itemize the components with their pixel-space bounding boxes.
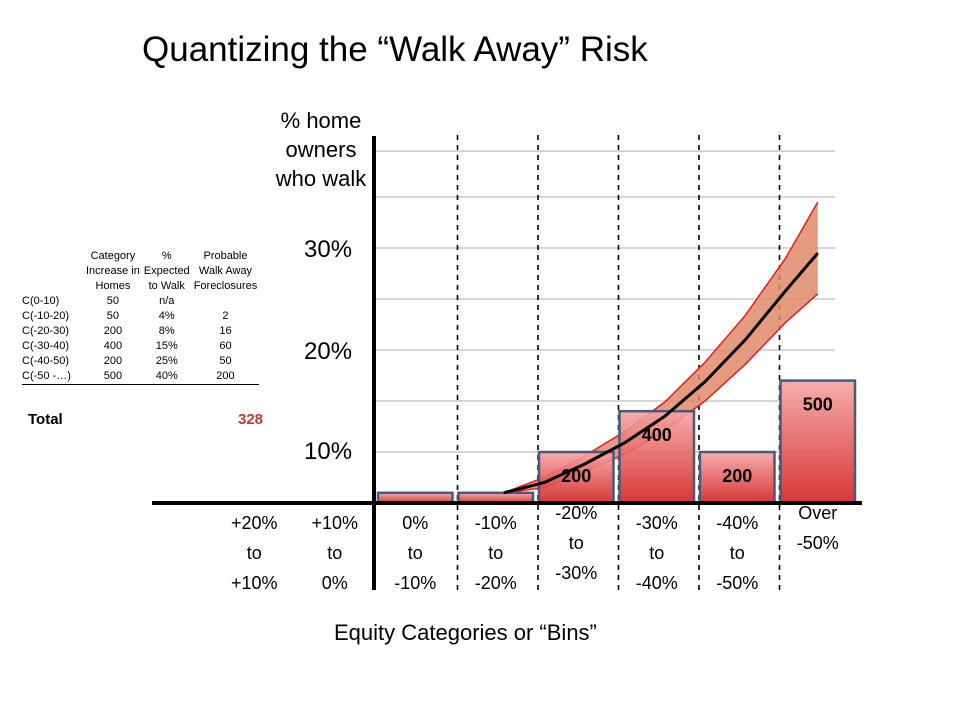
trend-curve [503, 252, 819, 495]
x-tick-label: +10% to 0% [290, 508, 380, 598]
x-tick-label: -40% to -50% [692, 508, 782, 598]
table-row: C(-50 -…) 500 40% 200 [22, 369, 260, 385]
x-tick-label-line: -20% [555, 503, 598, 523]
y-axis-label: % home owners who walk [262, 106, 380, 193]
x-tick-label: -10% to -20% [451, 508, 541, 598]
x-axis-label: Equity Categories or “Bins” [334, 620, 597, 645]
table-cell: n/a [159, 295, 175, 307]
x-tick-label-line: -10% [394, 573, 437, 593]
bar [779, 379, 857, 505]
x-tick-label-line: to [729, 543, 745, 563]
table-row: C(-20-30) 200 8% 16 [22, 324, 259, 339]
x-tick-label-line: to [246, 543, 262, 563]
y-tick-label: 30% [304, 236, 353, 263]
table-cell: C(-30-40) [22, 340, 70, 352]
table-cell [192, 294, 260, 309]
table-cell: C(-20-30) [22, 325, 70, 337]
x-tick-label-line: 0% [402, 513, 429, 533]
x-tick-label-line: -40% [716, 513, 759, 533]
x-tick-label-line: Over [798, 503, 838, 523]
table-row: C(-30-40) 400 15% 60 [22, 339, 259, 354]
confidence-band-area [503, 202, 818, 493]
table-row: C(0-10) 50 n/a [22, 294, 259, 309]
x-tick-label-line: -50% [796, 533, 839, 553]
bar-label: 400 [642, 425, 672, 445]
x-tick-label: -20% to -30% [531, 498, 621, 588]
table-header [22, 249, 84, 294]
table-row: C(-10-20) 50 4% 2 [22, 309, 259, 324]
x-tick-label: +20% to +10% [209, 508, 299, 598]
total-label: Total [28, 411, 63, 428]
table-row: C(-40-50) 200 25% 50 [22, 354, 259, 369]
table-cell: 200 [191, 369, 260, 385]
x-tick-label-line: -20% [474, 573, 517, 593]
table-cell: C(-50 -…) [22, 369, 84, 385]
table-cell: 50 [106, 310, 120, 322]
table-cell: 400 [103, 340, 123, 352]
x-tick-label-line: +10% [311, 513, 359, 533]
x-tick-label: -30% to -40% [612, 508, 702, 598]
y-axis-label-line: owners [285, 137, 357, 162]
table-cell: 50 [219, 355, 232, 367]
x-tick-label-line: -40% [635, 573, 678, 593]
x-tick-label-line: to [327, 543, 343, 563]
chart-title: Quantizing the “Walk Away” Risk [142, 30, 648, 69]
x-tick-label: Over -50% [773, 498, 863, 558]
table-cell: 60 [219, 340, 232, 352]
y-tick-label: 20% [304, 338, 353, 365]
table-cell: 2 [222, 310, 229, 322]
table-header-row: Category Increase in Homes % Expected to Wal… [22, 249, 259, 294]
bar-labels: 200 400 200 500 [561, 395, 833, 486]
x-tick-label-line: -30% [635, 513, 678, 533]
category-table: Category Increase in Homes % Expected to Wal… [22, 249, 260, 385]
total-value: 328 [238, 411, 264, 428]
table-cell: 25% [155, 355, 178, 367]
table-cell: C(-10-20) [22, 310, 70, 322]
table-cell: 500 [84, 369, 142, 385]
y-tick-label: 10% [304, 438, 353, 465]
x-tick-label-line: +10% [230, 573, 278, 593]
table-cell: 15% [155, 340, 178, 352]
x-tick-label-line: +20% [230, 513, 278, 533]
x-tick-label-line: to [649, 543, 665, 563]
y-axis-label-line: % home [280, 108, 362, 133]
table-cell: 200 [103, 325, 123, 337]
table-cell: 200 [103, 355, 123, 367]
table-cell: 40% [141, 369, 192, 385]
table-header: % Expected to Walk [143, 250, 190, 292]
x-tick-label-line: 0% [321, 573, 348, 593]
x-tick-label-line: to [488, 543, 504, 563]
table-header: Probable Walk Away Foreclosures [193, 250, 258, 292]
axes [152, 136, 862, 590]
table-cell: 4% [158, 310, 175, 322]
table-cell: 8% [158, 325, 175, 337]
x-tick-label-line: -10% [474, 513, 517, 533]
x-tick-label-line: -30% [555, 563, 598, 583]
table-cell: 50 [106, 295, 120, 307]
table-header: Category Increase in Homes [86, 250, 140, 292]
x-tick-label: 0% to -10% [370, 508, 460, 598]
table-cell: 16 [219, 325, 232, 337]
x-tick-label-line: -50% [716, 573, 759, 593]
x-tick-label-line: to [407, 543, 423, 563]
table-cell: C(-40-50) [22, 355, 70, 367]
table-cell: C(0-10) [22, 295, 60, 307]
bar-label: 200 [561, 466, 591, 486]
bar-label: 500 [803, 395, 833, 415]
trend-line [503, 252, 819, 495]
x-tick-label-line: to [568, 533, 584, 553]
y-axis-label-line: who walk [275, 166, 367, 191]
bar-label: 200 [722, 466, 752, 486]
bar [618, 409, 696, 505]
